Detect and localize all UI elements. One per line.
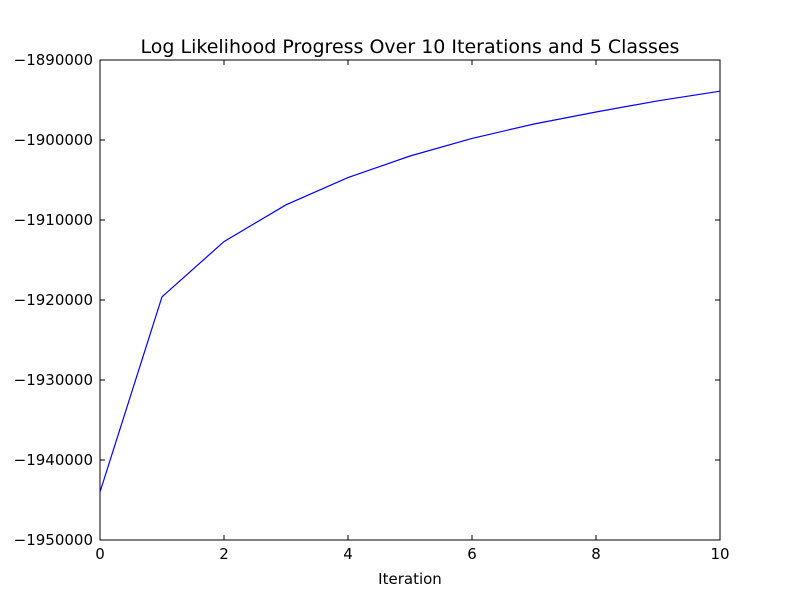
x-tick-label: 8 [591,545,601,563]
series-line [99,90,721,493]
y-axis: −1950000 −1940000 −1930000 −1920000 −1910000… [14,51,720,549]
y-tick-label: −1950000 [14,531,93,549]
y-tick-label: −1920000 [14,291,93,309]
x-axis-label: Iteration [378,570,442,588]
chart-title: Log Likelihood Progress Over 10 Iteratio… [141,36,680,58]
y-tick-label: −1890000 [14,51,93,69]
y-tick-label: −1900000 [14,131,93,149]
y-tick-label: −1930000 [14,371,93,389]
x-tick-label: 10 [710,545,729,563]
x-axis: 0 2 4 6 8 10 [95,60,730,563]
y-tick-label: −1940000 [14,451,93,469]
x-tick-label: 2 [219,545,229,563]
x-tick-label: 4 [343,545,353,563]
series-layer [99,90,721,493]
x-tick-label: 0 [95,545,105,563]
x-tick-label: 6 [467,545,477,563]
y-tick-label: −1910000 [14,211,93,229]
